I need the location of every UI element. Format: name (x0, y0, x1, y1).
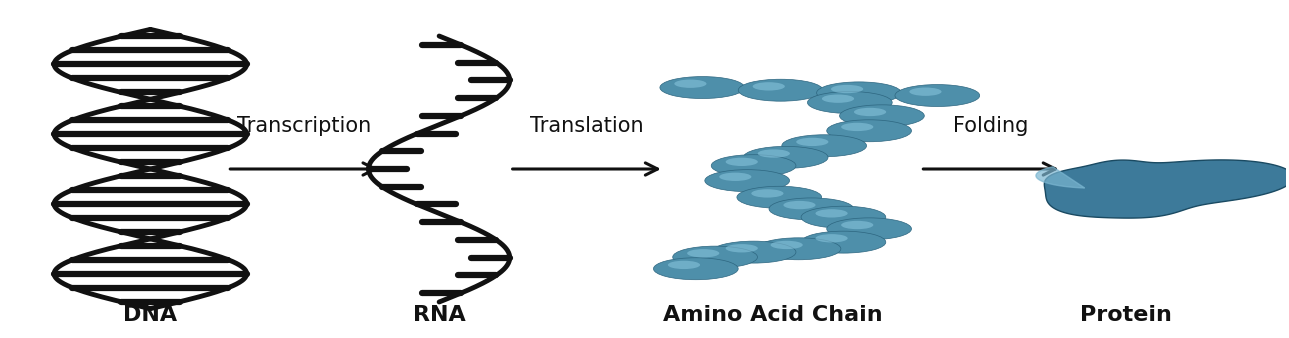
Circle shape (737, 186, 821, 208)
Text: Transcription: Transcription (237, 116, 371, 136)
Circle shape (674, 79, 706, 88)
Circle shape (712, 155, 795, 177)
Circle shape (744, 146, 828, 168)
Circle shape (826, 218, 911, 240)
Text: RNA: RNA (412, 305, 465, 325)
Circle shape (771, 241, 803, 249)
Circle shape (751, 189, 784, 198)
Circle shape (784, 201, 816, 209)
Circle shape (770, 198, 853, 220)
Circle shape (807, 92, 892, 114)
Circle shape (782, 135, 866, 157)
Circle shape (757, 238, 840, 260)
Circle shape (909, 88, 941, 96)
Circle shape (660, 77, 745, 98)
Circle shape (842, 221, 874, 229)
Circle shape (726, 244, 758, 252)
Circle shape (842, 123, 874, 131)
Circle shape (895, 84, 980, 106)
Circle shape (816, 234, 848, 242)
Text: Protein: Protein (1080, 305, 1172, 325)
Circle shape (797, 138, 829, 146)
Text: Amino Acid Chain: Amino Acid Chain (663, 305, 883, 325)
Circle shape (816, 209, 848, 218)
Circle shape (826, 120, 911, 142)
Circle shape (800, 206, 886, 228)
Circle shape (673, 246, 758, 268)
Circle shape (668, 261, 700, 269)
Circle shape (705, 170, 790, 192)
Circle shape (831, 85, 864, 93)
Text: DNA: DNA (124, 305, 178, 325)
Circle shape (822, 95, 855, 103)
Circle shape (726, 158, 758, 166)
Circle shape (758, 149, 790, 158)
PathPatch shape (1044, 160, 1289, 218)
Circle shape (817, 82, 901, 104)
Circle shape (687, 249, 719, 258)
Circle shape (753, 82, 785, 91)
Circle shape (654, 258, 739, 280)
Text: Folding: Folding (954, 116, 1029, 136)
Polygon shape (1036, 167, 1084, 188)
Circle shape (855, 108, 886, 116)
Circle shape (800, 231, 886, 253)
Circle shape (839, 105, 924, 127)
Circle shape (712, 241, 795, 263)
Text: Translation: Translation (530, 116, 643, 136)
Circle shape (739, 79, 822, 101)
Circle shape (719, 173, 751, 181)
